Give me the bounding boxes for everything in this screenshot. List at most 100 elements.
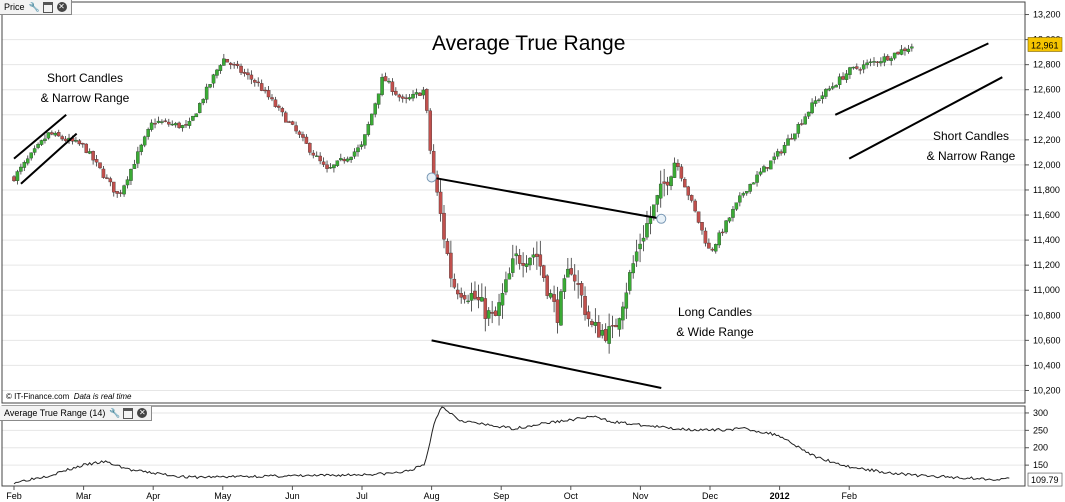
- trendline: [13, 114, 67, 160]
- price-tick-label: 11,800: [1033, 185, 1060, 195]
- price-tick-label: 11,000: [1033, 285, 1060, 295]
- candle-body: [576, 283, 580, 285]
- close-icon[interactable]: ✕: [137, 408, 148, 418]
- candle-body: [462, 295, 467, 300]
- candle-body: [552, 294, 556, 302]
- window-icon[interactable]: [123, 407, 134, 419]
- atr-line-series: [13, 406, 1010, 485]
- x-tick-label: Jun: [285, 491, 300, 501]
- wrench-icon[interactable]: 🔧: [109, 408, 121, 418]
- close-icon[interactable]: ✕: [56, 2, 67, 12]
- candle-body: [81, 143, 85, 145]
- candle-body: [497, 302, 501, 316]
- price-tick-label: 11,600: [1033, 210, 1060, 220]
- candle-body: [837, 76, 842, 85]
- credit-note: Data is real time: [73, 392, 132, 401]
- candle-body: [844, 73, 849, 80]
- candle-body: [15, 171, 20, 181]
- candle-body: [741, 193, 746, 196]
- x-tick-label: Feb: [6, 491, 22, 501]
- annotation-right: Short Candles & Narrow Range: [916, 126, 1026, 166]
- panel-frames: [1, 1, 1026, 487]
- candle-body: [36, 144, 40, 148]
- candle-body: [290, 121, 295, 125]
- candle-body: [115, 191, 119, 194]
- candle-body: [686, 186, 690, 196]
- candle-body: [810, 102, 814, 114]
- candle-body: [655, 195, 660, 205]
- atr-panel-tab[interactable]: Average True Range (14) 🔧 ✕: [0, 406, 153, 421]
- candle-body: [607, 326, 611, 344]
- value-badges: 12,961 109.79: [1027, 37, 1063, 487]
- candle-body: [456, 289, 460, 295]
- candle-body: [139, 144, 144, 152]
- price-tick-label: 12,200: [1033, 135, 1061, 145]
- candle-body: [32, 148, 37, 153]
- price-tick-label: 12,800: [1033, 60, 1061, 70]
- candle-body: [29, 152, 33, 159]
- trendline: [20, 132, 78, 185]
- candle-body: [239, 65, 243, 73]
- candle-body: [445, 241, 450, 254]
- candle-body: [122, 185, 126, 195]
- candle-body: [349, 156, 353, 160]
- candle-body: [559, 291, 563, 326]
- candle-body: [834, 85, 838, 88]
- candle-body: [789, 138, 794, 140]
- candle-body: [817, 99, 821, 101]
- candle-body: [476, 296, 481, 301]
- candle-body: [879, 61, 883, 64]
- candle-body: [394, 90, 398, 95]
- candle-body: [517, 255, 522, 264]
- candle-body: [345, 158, 350, 162]
- candle-body: [744, 191, 749, 194]
- candle-body: [387, 80, 391, 83]
- candle-body: [87, 151, 92, 154]
- trendline-anchor-marker: [656, 213, 667, 224]
- candle-body: [297, 131, 302, 135]
- candle-body: [314, 155, 319, 157]
- candle-body: [662, 181, 666, 184]
- candle-body: [469, 293, 474, 301]
- candle-body: [149, 122, 154, 130]
- candle-body: [438, 191, 443, 214]
- candle-body: [703, 230, 708, 244]
- data-credit: © IT-Finance.com Data is real time: [6, 392, 132, 401]
- candle-body: [600, 329, 604, 336]
- x-tick-label: Feb: [841, 491, 857, 501]
- price-panel-tab[interactable]: Price 🔧 ✕: [0, 0, 72, 15]
- candle-body: [215, 69, 219, 76]
- candle-body: [628, 272, 632, 291]
- candle-body: [676, 162, 680, 167]
- candle-body: [449, 252, 453, 279]
- candle-body: [318, 155, 322, 162]
- candle-body: [266, 90, 271, 98]
- candle-body: [277, 105, 281, 108]
- candle-body: [308, 143, 312, 153]
- wrench-icon[interactable]: 🔧: [28, 2, 40, 12]
- candle-body: [125, 179, 130, 186]
- candle-body: [738, 195, 742, 203]
- candle-body: [617, 318, 622, 330]
- candle-body: [865, 62, 869, 66]
- price-trendlines: [13, 42, 1003, 389]
- candle-body: [256, 81, 260, 84]
- candle-body: [98, 162, 102, 169]
- price-gridlines: [2, 14, 1025, 391]
- candle-body: [731, 209, 735, 218]
- candle-body: [146, 129, 150, 137]
- candle-body: [511, 258, 515, 273]
- price-tick-label: 11,400: [1033, 235, 1060, 245]
- candle-body: [851, 66, 856, 69]
- x-tick-label: Oct: [564, 491, 579, 501]
- candle-body: [400, 96, 405, 99]
- candle-body: [46, 132, 51, 139]
- candle-body: [548, 293, 553, 298]
- annotation-line: & Narrow Range: [40, 91, 130, 105]
- candle-body: [246, 72, 250, 76]
- candle-body: [263, 89, 267, 92]
- candle-body: [782, 144, 787, 154]
- candle-body: [820, 95, 825, 100]
- window-icon[interactable]: [42, 1, 53, 13]
- price-tick-label: 10,200: [1033, 385, 1061, 395]
